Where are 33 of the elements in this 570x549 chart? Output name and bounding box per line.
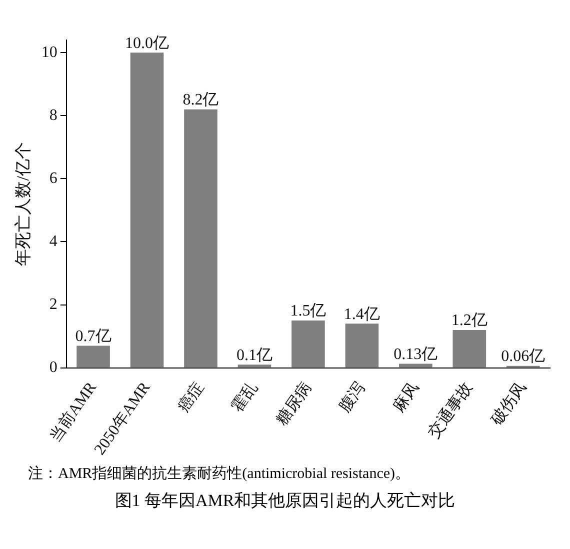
x-tick-label: 糖尿病 xyxy=(272,378,315,428)
bar xyxy=(399,364,432,368)
text: 注：AMR指细菌的抗生素耐药性(antimicrobial resistance)。 xyxy=(27,464,412,483)
x-tick-label: 霍乱 xyxy=(228,379,262,416)
text: 图1 每年因AMR和其他原因引起的人死亡对比 xyxy=(114,490,456,512)
data-label: 1.5亿 xyxy=(290,302,326,320)
x-tick-label: 腹泻 xyxy=(336,379,369,416)
y-tick-label: 6 xyxy=(49,170,58,187)
y-axis-title: 年死亡人数/亿个 xyxy=(14,142,33,266)
data-label: 8.2亿 xyxy=(182,92,219,109)
bar xyxy=(76,346,110,368)
bar xyxy=(130,52,164,368)
data-label: 0.13亿 xyxy=(394,346,438,363)
x-tick-label: 癌症 xyxy=(174,378,208,416)
data-label: 0.06亿 xyxy=(501,348,546,366)
bar xyxy=(292,320,325,368)
x-tick-label: 破伤风 xyxy=(487,378,530,430)
data-label: 1.2亿 xyxy=(451,312,488,330)
bar xyxy=(345,324,379,368)
data-label: 1.4亿 xyxy=(344,306,380,323)
data-label: 0.1亿 xyxy=(236,346,272,364)
y-tick-label: 8 xyxy=(49,106,58,124)
y-tick-label: 4 xyxy=(49,232,58,250)
y-tick-label: 10 xyxy=(41,44,58,61)
bar xyxy=(452,330,486,368)
bar xyxy=(238,364,272,368)
x-tick-label: 交通事故 xyxy=(424,378,476,442)
bar xyxy=(184,109,218,368)
data-label: 10.0亿 xyxy=(125,34,169,52)
x-tick-label: 麻风 xyxy=(389,378,422,416)
data-label: 0.7亿 xyxy=(75,328,112,345)
y-tick-label: 0 xyxy=(49,359,58,376)
y-tick-label: 2 xyxy=(49,296,58,313)
